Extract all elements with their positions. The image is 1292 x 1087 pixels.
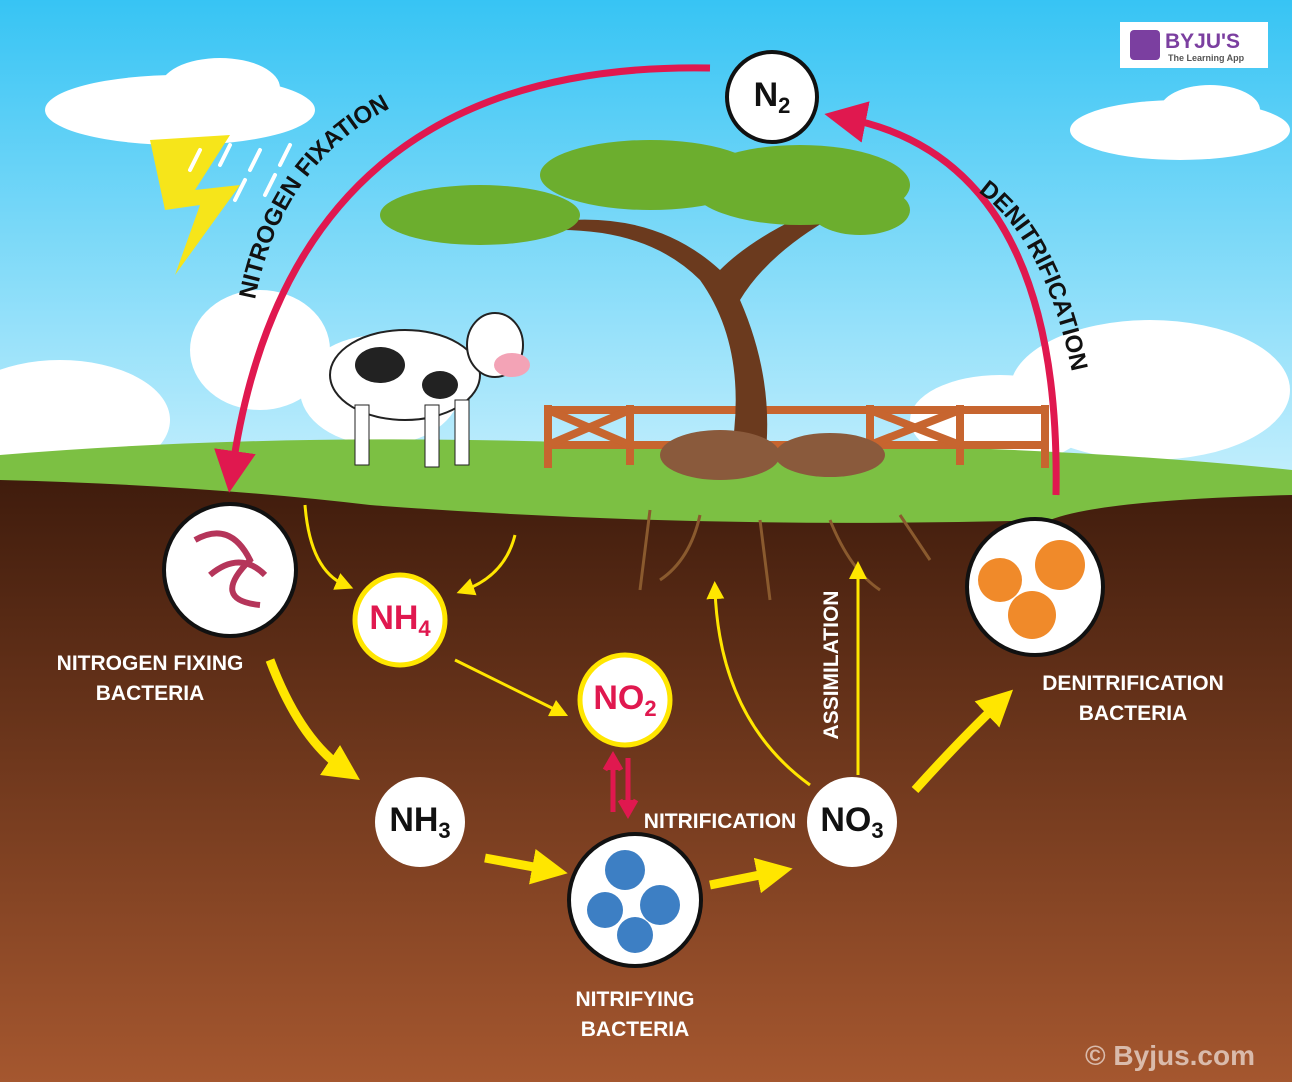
formula-sub: 2 (644, 696, 656, 721)
logo: BYJU'S The Learning App (1120, 22, 1268, 68)
logo-tagline: The Learning App (1168, 53, 1245, 63)
organism-label: NITROGEN FIXING (57, 652, 244, 675)
formula-sub: 2 (778, 93, 790, 118)
logo-icon (1130, 30, 1160, 60)
organism-label: NITRIFYING (576, 988, 695, 1011)
formula-base: NO (593, 679, 644, 717)
organism-label: DENITRIFICATION (1042, 672, 1224, 695)
organism-label: BACTERIA (96, 682, 205, 705)
nitrogen-cycle-diagram: NITROGEN FIXATION DENITRIFICATION N2 NH4… (0, 0, 1292, 1082)
organism-label: BACTERIA (581, 1018, 690, 1041)
formula-sub: 3 (438, 818, 450, 843)
formula-base: N (754, 76, 779, 114)
formula-base: NH (369, 599, 418, 637)
formula-base: NH (389, 801, 438, 839)
organism-label: BACTERIA (1079, 702, 1188, 725)
logo-brand: BYJU'S (1165, 30, 1240, 53)
nitrification-label: NITRIFICATION (644, 810, 796, 833)
formula-sub: 4 (418, 616, 431, 641)
watermark: © Byjus.com (1085, 1040, 1255, 1071)
formula-sub: 3 (871, 818, 883, 843)
formula-base: NO (820, 801, 871, 839)
assimilation-label: ASSIMILATION (820, 591, 843, 740)
